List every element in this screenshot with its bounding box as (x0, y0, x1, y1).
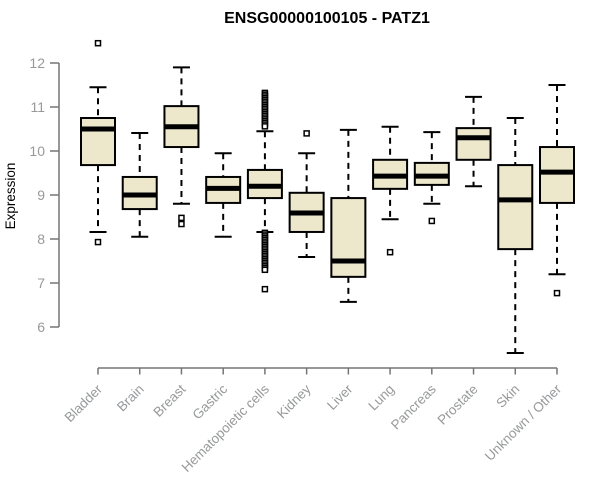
outlier-point (94, 39, 102, 47)
box-liver (330, 128, 367, 303)
outlier-point (261, 285, 269, 293)
box-pancreas (413, 131, 450, 225)
outlier-point (261, 123, 269, 130)
iqr-box (497, 164, 534, 251)
outlier-point (553, 289, 561, 297)
y-tick-label: 10 (29, 143, 45, 159)
iqr-box (80, 117, 116, 167)
x-category-label-breast: Breast (150, 381, 188, 419)
outlier-point (261, 266, 269, 274)
x-category-label-lung: Lung (365, 382, 397, 414)
y-tick-label: 8 (37, 231, 45, 247)
y-tick-label: 11 (30, 99, 45, 115)
outlier-point (386, 248, 394, 256)
y-tick-label: 9 (37, 187, 45, 203)
box-bladder (80, 39, 116, 246)
y-tick-label: 7 (37, 275, 45, 291)
iqr-box (330, 197, 367, 278)
box-unknown-other (538, 84, 575, 297)
iqr-box (455, 127, 492, 161)
outlier-point (178, 220, 185, 228)
box-kidney (288, 130, 325, 259)
y-tick-label: 6 (37, 319, 45, 335)
iqr-box (538, 146, 575, 204)
x-category-label-gastric: Gastric (189, 381, 230, 422)
y-axis: 6 7 8 9 10 11 12 (29, 55, 60, 335)
box-breast (163, 66, 200, 228)
box-prostate (455, 95, 492, 188)
x-category-label-prostate: Prostate (435, 382, 481, 428)
box-skin (497, 117, 534, 354)
x-category-label-kidney: Kidney (274, 381, 314, 421)
outlier-point (303, 130, 310, 137)
box-hematopoietic-cells (246, 89, 283, 293)
x-category-label-unknown-other: Unknown / Other (482, 381, 565, 464)
x-category-label-liver: Liver (324, 381, 356, 413)
plot-area (80, 39, 575, 354)
x-category-label-bladder: Bladder (62, 381, 106, 425)
box-lung (372, 125, 409, 256)
outlier-point (178, 214, 185, 222)
y-axis-label: Expression (3, 163, 18, 230)
x-category-label-skin: Skin (493, 382, 522, 411)
outlier-point (94, 238, 102, 246)
y-tick-label: 12 (29, 55, 45, 71)
box-brain (121, 131, 158, 238)
x-category-label-brain: Brain (114, 382, 147, 415)
chart-title: ENSG00000100105 - PATZ1 (224, 10, 430, 27)
x-category-label-pancreas: Pancreas (388, 381, 439, 432)
outlier-point (428, 217, 436, 225)
box-gastric (205, 152, 242, 238)
